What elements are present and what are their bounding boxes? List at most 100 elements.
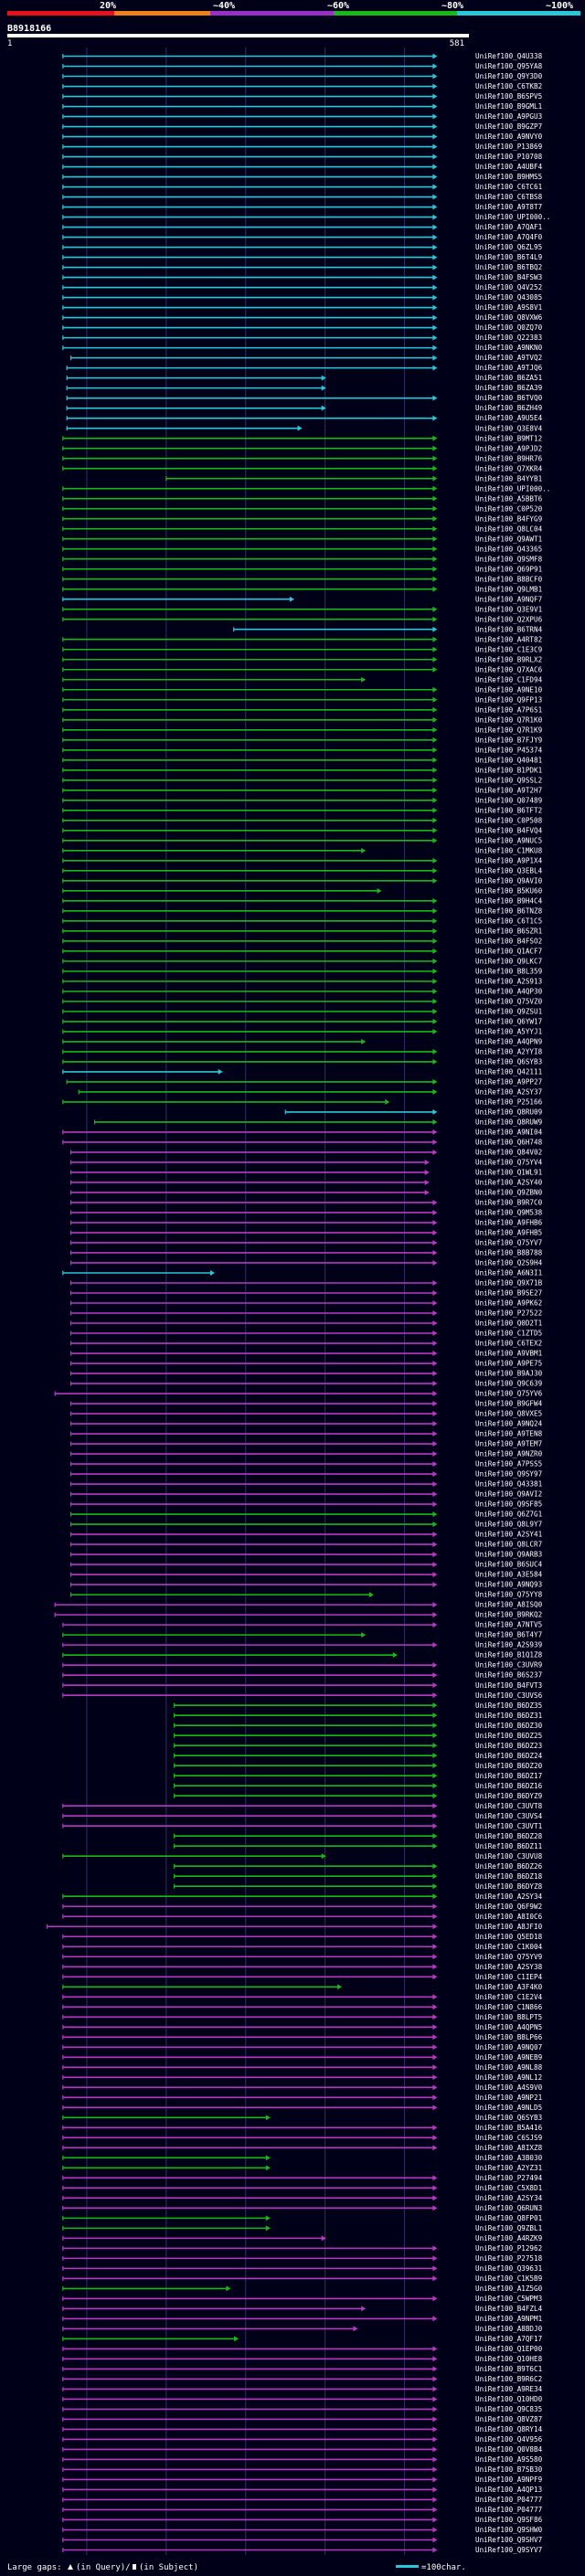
hit-label[interactable]: UniRef100_Q84V02 <box>475 1149 542 1157</box>
hit-label[interactable]: UniRef100_A7NTV5 <box>475 1621 542 1629</box>
hit-label[interactable]: UniRef100_B6TNZ8 <box>475 906 543 915</box>
hit-label[interactable]: UniRef100_B6TVQ0 <box>475 394 543 402</box>
hit-label[interactable]: UniRef100_Q43365 <box>475 545 542 553</box>
hit-label[interactable]: UniRef100_Q6SYB3 <box>475 1058 542 1066</box>
hit-label[interactable]: UniRef100_A2SY40 <box>475 1179 543 1187</box>
hit-label[interactable]: UniRef100_A5YYJ1 <box>475 1027 543 1035</box>
hit-label[interactable]: UniRef100_C6TKB2 <box>475 82 542 90</box>
hit-label[interactable]: UniRef100_Q6ZL95 <box>475 243 542 251</box>
hit-label[interactable]: UniRef100_P27518 <box>475 2254 543 2263</box>
hit-label[interactable]: UniRef100_P13869 <box>475 143 543 151</box>
hit-label[interactable]: UniRef100_Q8RUW9 <box>475 1118 543 1127</box>
hit-label[interactable]: UniRef100_Q8FP01 <box>475 2214 543 2222</box>
hit-label[interactable]: UniRef100_B1PDK1 <box>475 766 543 774</box>
hit-label[interactable]: UniRef100_Q9SYV7 <box>475 2546 542 2554</box>
hit-label[interactable]: UniRef100_B6T4L9 <box>475 253 543 261</box>
hit-label[interactable]: UniRef100_Q3E8V4 <box>475 424 543 432</box>
hit-label[interactable]: UniRef100_B6DZ16 <box>475 1782 543 1790</box>
hit-label[interactable]: UniRef100_Q9C835 <box>475 2405 542 2413</box>
hit-label[interactable]: UniRef100_P25166 <box>475 1098 543 1107</box>
hit-label[interactable]: UniRef100_B9GZP7 <box>475 122 542 131</box>
hit-label[interactable]: UniRef100_Q9LKC7 <box>475 957 542 965</box>
hit-label[interactable]: UniRef100_C6T1C5 <box>475 917 542 925</box>
hit-label[interactable]: UniRef100_Q0V8B4 <box>475 2445 543 2454</box>
hit-label[interactable]: UniRef100_A2S913 <box>475 977 542 985</box>
hit-label[interactable]: UniRef100_Q7XAC6 <box>475 665 543 673</box>
hit-label[interactable]: UniRef100_Q9ZBL1 <box>475 2224 543 2232</box>
hit-label[interactable]: UniRef100_C0P520 <box>475 504 543 513</box>
hit-label[interactable]: UniRef100_B4FSW3 <box>475 273 542 281</box>
hit-label[interactable]: UniRef100_C1K004 <box>475 1943 543 1951</box>
hit-label[interactable]: UniRef100_A9NI04 <box>475 1129 543 1137</box>
hit-label[interactable]: UniRef100_Q6RUN3 <box>475 2204 542 2212</box>
hit-label[interactable]: UniRef100_B7FJY9 <box>475 736 543 744</box>
hit-label[interactable]: UniRef100_B8B788 <box>475 1249 543 1257</box>
hit-label[interactable]: UniRef100_B6DZ24 <box>475 1752 543 1760</box>
hit-label[interactable]: UniRef100_B6DZ20 <box>475 1762 543 1770</box>
hit-label[interactable]: UniRef100_A2SY38 <box>475 1963 543 1971</box>
hit-label[interactable]: UniRef100_B5KU60 <box>475 886 543 895</box>
hit-label[interactable]: UniRef100_A2SY34 <box>475 1892 543 1901</box>
hit-label[interactable]: UniRef100_Q8L9Y7 <box>475 1521 542 1529</box>
hit-label[interactable]: UniRef100_A9FHB5 <box>475 1229 542 1237</box>
hit-label[interactable]: UniRef100_Q69P91 <box>475 565 543 573</box>
hit-label[interactable]: UniRef100_C3UVR9 <box>475 1661 543 1670</box>
hit-label[interactable]: UniRef100_A7QAF1 <box>475 223 543 231</box>
hit-label[interactable]: UniRef100_Q75YV6 <box>475 1390 543 1398</box>
hit-label[interactable]: UniRef100_A9NKN0 <box>475 344 543 352</box>
hit-label[interactable]: UniRef100_C3UVT1 <box>475 1822 543 1830</box>
hit-label[interactable]: UniRef100_A7QF17 <box>475 2335 542 2343</box>
hit-label[interactable]: UniRef100_Q75YV9 <box>475 1953 543 1961</box>
hit-label[interactable]: UniRef100_Q4V956 <box>475 2435 543 2443</box>
hit-label[interactable]: UniRef100_A9NVY0 <box>475 133 543 141</box>
hit-label[interactable]: UniRef100_B6ZA51 <box>475 374 543 382</box>
hit-label[interactable]: UniRef100_Q0D2T1 <box>475 1320 543 1328</box>
hit-label[interactable]: UniRef100_B9RKQ2 <box>475 1611 542 1619</box>
hit-label[interactable]: UniRef100_B4FSO2 <box>475 937 542 945</box>
hit-label[interactable]: UniRef100_A9NPM1 <box>475 2315 543 2323</box>
hit-label[interactable]: UniRef100_A9NZR0 <box>475 1450 543 1458</box>
hit-label[interactable]: UniRef100_A9NL88 <box>475 2063 543 2072</box>
hit-label[interactable]: UniRef100_A9NQ07 <box>475 2043 542 2051</box>
hit-label[interactable]: UniRef100_A4QPN9 <box>475 1037 543 1045</box>
hit-label[interactable]: UniRef100_B9GML1 <box>475 102 543 111</box>
hit-label[interactable]: UniRef100_A2SY37 <box>475 1088 542 1097</box>
hit-label[interactable]: UniRef100_Q75VZ0 <box>475 997 543 1005</box>
hit-label[interactable]: UniRef100_Q1EP00 <box>475 2345 543 2353</box>
hit-label[interactable]: UniRef100_Q9AVI2 <box>475 1490 542 1499</box>
hit-label[interactable]: UniRef100_B9SE27 <box>475 1289 542 1298</box>
hit-label[interactable]: UniRef100_A9NQ93 <box>475 1581 542 1589</box>
hit-label[interactable]: UniRef100_Q95YA8 <box>475 62 543 70</box>
hit-label[interactable]: UniRef100_A9NE10 <box>475 685 543 694</box>
hit-label[interactable]: UniRef100_A9NEB9 <box>475 2053 543 2062</box>
hit-label[interactable]: UniRef100_A4S9V0 <box>475 2083 543 2092</box>
hit-label[interactable]: UniRef100_B8L359 <box>475 967 543 975</box>
hit-label[interactable]: UniRef100_Q2XPU6 <box>475 615 543 623</box>
hit-label[interactable]: UniRef100_C1K5B9 <box>475 2274 543 2283</box>
hit-label[interactable]: UniRef100_B6DZ17 <box>475 1772 542 1780</box>
hit-label[interactable]: UniRef100_A2SY41 <box>475 1531 543 1539</box>
hit-label[interactable]: UniRef100_A6N3I1 <box>475 1269 543 1277</box>
hit-label[interactable]: UniRef100_B1Q1Z8 <box>475 1651 543 1659</box>
hit-label[interactable]: UniRef100_B7SB30 <box>475 2465 543 2474</box>
hit-label[interactable]: UniRef100_UPI000.. <box>475 484 550 493</box>
hit-label[interactable]: UniRef100_Q9ZSU1 <box>475 1007 543 1015</box>
hit-label[interactable]: UniRef100_Q4V252 <box>475 283 542 292</box>
hit-label[interactable]: UniRef100_A9PE75 <box>475 1360 542 1368</box>
hit-label[interactable]: UniRef100_B6DYZ9 <box>475 1792 543 1800</box>
hit-label[interactable]: UniRef100_Q4U338 <box>475 52 543 60</box>
hit-label[interactable]: UniRef100_B6DZ18 <box>475 1872 543 1881</box>
hit-label[interactable]: UniRef100_B9HMS5 <box>475 173 542 181</box>
hit-label[interactable]: UniRef100_C6TEX2 <box>475 1340 542 1348</box>
hit-label[interactable]: UniRef100_Q6YW17 <box>475 1017 542 1025</box>
hit-label[interactable]: UniRef100_B9HR76 <box>475 454 543 462</box>
hit-label[interactable]: UniRef100_C1FD94 <box>475 675 543 684</box>
hit-label[interactable]: UniRef100_B6DZ23 <box>475 1742 542 1750</box>
hit-label[interactable]: UniRef100_Q8RU09 <box>475 1108 543 1117</box>
hit-label[interactable]: UniRef100_A9FHB6 <box>475 1219 543 1227</box>
hit-label[interactable]: UniRef100_P27494 <box>475 2174 543 2182</box>
hit-label[interactable]: UniRef100_A9NQF7 <box>475 595 542 603</box>
hit-label[interactable]: UniRef100_A9PK62 <box>475 1299 542 1308</box>
hit-label[interactable]: UniRef100_A9P1X4 <box>475 856 543 864</box>
hit-label[interactable]: UniRef100_A2SY34 <box>475 2194 543 2202</box>
